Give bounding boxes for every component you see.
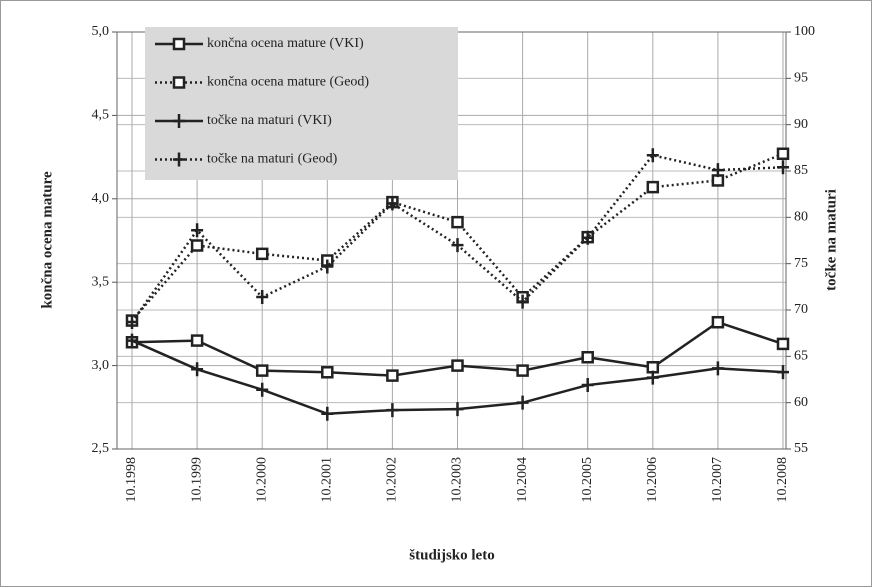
marker (581, 378, 594, 393)
y-axis-title: končna ocena mature (39, 171, 55, 309)
y-tick-label: 4,0 (92, 191, 110, 206)
marker (126, 333, 138, 348)
marker (172, 76, 186, 89)
marker (386, 369, 399, 382)
y2-axis-title: točke na maturi (823, 189, 839, 291)
y2-tick-label: 90 (794, 117, 808, 132)
marker (191, 362, 204, 377)
x-tick-label: 10.2004 (515, 457, 530, 503)
marker (191, 223, 204, 238)
x-axis-title: študijsko leto (409, 547, 494, 563)
x-tick-label: 10.2008 (775, 457, 790, 503)
marker (581, 351, 594, 364)
marker (256, 290, 269, 305)
y-tick-label: 2,5 (92, 441, 110, 456)
x-tick-label: 10.2000 (254, 457, 269, 503)
marker (711, 163, 724, 178)
y2-tick-label: 55 (794, 441, 808, 456)
marker (321, 259, 334, 274)
marker (776, 337, 790, 351)
y-tick-label: 3,5 (92, 274, 110, 289)
y-tick-label: 3,0 (92, 358, 110, 373)
y2-tick-label: 95 (794, 71, 808, 86)
marker (190, 334, 204, 347)
legend: končna ocena mature (VKI) končna ocena ma… (145, 27, 458, 180)
marker (451, 402, 464, 417)
marker (255, 364, 269, 377)
y-tick-label: 4,5 (92, 108, 110, 123)
marker (321, 366, 334, 379)
marker (516, 294, 529, 309)
x-tick-label: 10.2003 (450, 457, 465, 503)
y2-tick-label: 65 (794, 349, 808, 364)
marker (516, 364, 529, 377)
marker (451, 215, 464, 229)
y2-tick-label: 85 (794, 163, 808, 178)
marker (646, 370, 659, 385)
marker (646, 148, 659, 163)
x-tick-label: 10.2005 (580, 457, 595, 503)
marker (255, 247, 269, 261)
marker (256, 382, 269, 397)
x-tick-label: 10.2007 (710, 457, 725, 503)
legend-label: točke na maturi (VKI) (207, 113, 332, 128)
x-tick-label: 10.1998 (124, 457, 139, 503)
y2-tick-label: 60 (794, 395, 808, 410)
marker (776, 147, 790, 161)
marker (173, 152, 185, 167)
marker (711, 315, 725, 329)
marker (172, 37, 186, 51)
y2-tick-label: 80 (794, 210, 808, 225)
marker (646, 180, 660, 194)
x-tick-label: 10.2001 (320, 457, 335, 503)
marker (516, 395, 529, 410)
marker (451, 359, 464, 372)
y-tick-label: 5,0 (92, 24, 110, 39)
legend-box (145, 27, 458, 180)
marker (190, 239, 204, 252)
legend-label: končna ocena mature (VKI) (207, 36, 364, 51)
marker (321, 406, 334, 421)
x-tick-label: 10.2006 (645, 457, 660, 503)
x-tick-label: 10.1999 (189, 457, 204, 503)
marker (777, 160, 789, 175)
marker (711, 361, 724, 376)
legend-label: točke na maturi (Geod) (207, 152, 338, 167)
marker (126, 315, 138, 330)
marker (777, 365, 789, 380)
x-tick-label: 10.2002 (385, 457, 400, 503)
marker (173, 114, 185, 128)
y2-tick-label: 75 (794, 256, 808, 271)
marker (386, 196, 399, 211)
legend-label: končna ocena mature (Geod) (207, 75, 369, 90)
marker (451, 238, 464, 253)
marker (581, 230, 594, 245)
y2-tick-label: 70 (794, 302, 808, 317)
y2-tick-label: 100 (794, 24, 815, 39)
marker (386, 403, 399, 418)
